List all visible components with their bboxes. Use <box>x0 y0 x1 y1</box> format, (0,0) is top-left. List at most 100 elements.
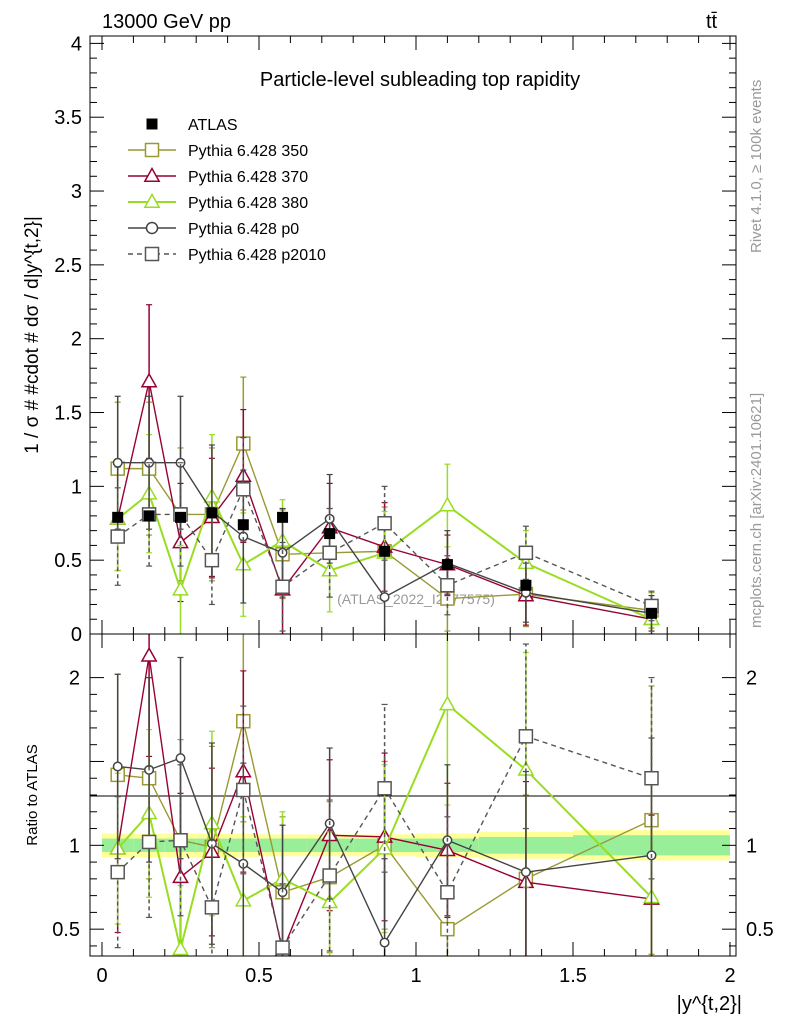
data-point <box>143 510 155 522</box>
x-tick-label: 0.5 <box>245 965 273 987</box>
data-point <box>322 868 337 883</box>
data-point <box>440 885 455 900</box>
data-point <box>237 519 249 531</box>
mcplots-label: mcplots.cern.ch [arXiv:2401.10621] <box>748 393 765 628</box>
x-tick-label: 1 <box>410 965 421 987</box>
ratio-y-tick-label: 0.5 <box>52 919 80 941</box>
data-point <box>377 781 392 796</box>
ratio-y-axis-label: Ratio to ATLAS <box>24 744 41 845</box>
legend-entry: ATLAS <box>146 117 238 134</box>
series-pythia-6-428-p2010 <box>110 643 659 956</box>
data-point <box>175 511 186 523</box>
y-tick-label: 3.5 <box>54 107 82 129</box>
legend-label: Pythia 6.428 p2010 <box>188 247 326 264</box>
data-point <box>275 579 290 595</box>
data-point <box>277 511 289 523</box>
legend-label: Pythia 6.428 370 <box>188 169 308 186</box>
legend-marker <box>144 142 160 158</box>
legend-marker <box>143 166 161 182</box>
data-point <box>141 834 157 850</box>
ratio-y-tick-label: 1 <box>746 835 757 857</box>
watermark: (ATLAS_2022_I2077575) <box>337 591 495 607</box>
data-point <box>172 940 189 956</box>
main-ticks: 0 0.5 1 1.5 2 2.5 3 3.5 4 <box>54 33 736 646</box>
data-point <box>112 511 124 523</box>
data-point <box>438 496 456 512</box>
data-point <box>175 753 186 764</box>
ratio-y-tick-label: 2 <box>746 668 757 690</box>
y-tick-label: 0 <box>71 624 82 646</box>
main-y-axis-label: 1 / σ # #cdot # dσ / d|y^{t,2}| <box>22 216 43 454</box>
data-point <box>379 592 390 603</box>
legend-entry: Pythia 6.428 p2010 <box>128 246 326 264</box>
data-point <box>173 833 188 848</box>
ratio-ticks: 0.5 0.5 1 1 2 2 0 0.5 1 1.5 2 <box>52 634 774 987</box>
legend-marker <box>145 221 159 235</box>
data-point <box>112 761 123 772</box>
data-point <box>379 545 391 557</box>
data-point <box>324 528 336 540</box>
ratio-y-tick-label: 1 <box>69 835 80 857</box>
legend-marker <box>143 192 161 208</box>
y-tick-label: 2 <box>71 329 82 351</box>
data-point <box>172 868 189 884</box>
main-series <box>109 304 660 634</box>
data-point <box>518 545 534 561</box>
series-pythia-6-428-p2010 <box>110 437 659 632</box>
data-point <box>110 529 125 544</box>
ratio-y-tick-label: 2 <box>69 668 80 690</box>
data-point <box>204 552 220 568</box>
series-atlas <box>112 507 657 619</box>
data-point <box>377 516 392 531</box>
data-point <box>322 545 337 561</box>
data-point <box>172 580 189 596</box>
y-tick-label: 4 <box>71 33 82 55</box>
data-point <box>275 940 290 955</box>
legend-label: ATLAS <box>188 117 238 134</box>
ratio-frame <box>89 633 737 957</box>
legend-entry: Pythia 6.428 380 <box>128 192 308 212</box>
legend: ATLAS Pythia 6.428 350 Pythia 6.428 370 Pyt… <box>128 117 326 264</box>
data-point <box>379 937 390 948</box>
x-axis-label: |y^{t,2}| <box>677 993 742 1015</box>
y-tick-label: 1.5 <box>54 403 82 425</box>
data-point <box>110 864 125 880</box>
energy-label: 13000 GeV pp <box>102 11 231 33</box>
data-point <box>646 607 657 619</box>
legend-marker <box>146 118 158 130</box>
data-point <box>644 770 659 786</box>
legend-label: Pythia 6.428 380 <box>188 195 308 212</box>
legend-entry: Pythia 6.428 p0 <box>128 221 299 238</box>
ratio-y-tick-label: 0.5 <box>746 919 774 941</box>
data-point <box>140 646 158 662</box>
data-point <box>520 867 531 878</box>
ratio-series <box>109 634 660 956</box>
y-tick-label: 2.5 <box>54 255 82 277</box>
data-point <box>438 695 456 711</box>
rivet-label: Rivet 4.1.0, ≥ 100k events <box>748 80 765 253</box>
data-point <box>441 559 453 571</box>
main-frame <box>89 35 737 635</box>
y-tick-label: 3 <box>71 181 82 203</box>
legend-marker <box>144 246 160 262</box>
y-tick-label: 0.5 <box>54 550 82 572</box>
x-tick-label: 0 <box>96 965 107 987</box>
data-point <box>440 578 455 593</box>
main-title: Particle-level subleading top rapidity <box>260 69 580 91</box>
data-point <box>204 900 220 915</box>
legend-label: Pythia 6.428 350 <box>188 143 308 160</box>
data-point <box>520 579 532 591</box>
data-point <box>236 782 251 798</box>
ratio-panel: 0.5 0.5 1 1 2 2 0 0.5 1 1.5 2 Ratio to ATLAS |y^{t… <box>24 633 774 1015</box>
x-tick-label: 2 <box>724 965 735 987</box>
legend-entry: Pythia 6.428 350 <box>128 142 308 160</box>
y-tick-label: 1 <box>71 476 82 498</box>
data-point <box>140 372 158 388</box>
legend-entry: Pythia 6.428 370 <box>128 166 308 186</box>
x-tick-label: 1.5 <box>559 965 587 987</box>
data-point <box>518 729 534 744</box>
ratio-band <box>102 830 730 861</box>
data-point <box>112 457 123 468</box>
main-panel: Particle-level subleading top rapidity (… <box>22 33 737 646</box>
